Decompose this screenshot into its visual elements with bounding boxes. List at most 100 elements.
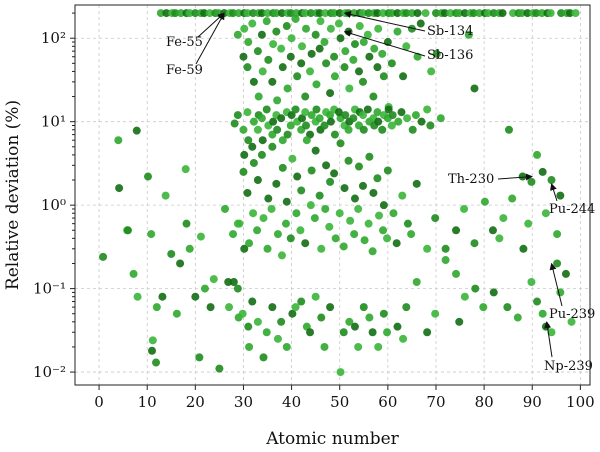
data-point (114, 136, 123, 145)
data-point (147, 230, 156, 239)
data-point (394, 117, 403, 126)
data-point (315, 44, 324, 53)
data-point (408, 125, 417, 134)
data-point (364, 9, 373, 18)
data-point (277, 114, 286, 123)
data-point (240, 24, 249, 33)
data-point (277, 44, 286, 53)
data-point (336, 139, 345, 148)
data-point (258, 136, 267, 145)
data-point (257, 150, 266, 159)
data-point (230, 119, 239, 128)
data-point (489, 288, 498, 297)
data-point (302, 136, 311, 145)
data-point (368, 247, 377, 256)
data-point (388, 111, 397, 120)
data-point (350, 194, 359, 203)
data-point (350, 40, 359, 49)
data-point (504, 125, 513, 134)
data-point (244, 322, 253, 331)
data-point (436, 114, 445, 123)
data-point (264, 194, 273, 203)
data-point (233, 111, 242, 120)
y-tick-label: 10¹ (41, 113, 66, 131)
data-point (423, 328, 432, 337)
data-point (306, 201, 315, 210)
data-point (440, 9, 449, 18)
data-point (257, 114, 266, 123)
data-point (489, 9, 498, 18)
data-point (330, 9, 339, 18)
data-point (326, 177, 335, 186)
data-point (495, 234, 504, 243)
data-point (152, 303, 161, 312)
data-point (133, 292, 142, 301)
data-point (249, 209, 258, 218)
annotation-label: Th-230 (448, 172, 494, 187)
data-point (268, 303, 277, 312)
data-point (365, 52, 374, 61)
data-point (567, 317, 576, 326)
data-point (286, 121, 295, 130)
data-point (310, 214, 319, 223)
data-point (311, 146, 320, 155)
data-point (297, 297, 306, 306)
data-point (541, 209, 550, 218)
data-point (369, 92, 378, 101)
data-point (503, 303, 512, 312)
data-point (298, 114, 307, 123)
data-point (253, 226, 262, 235)
x-tick-label: 70 (426, 393, 445, 411)
data-point (446, 9, 455, 18)
data-point (479, 303, 488, 312)
annotation-arrow (497, 173, 533, 181)
data-point (182, 219, 191, 228)
data-point (296, 226, 305, 235)
data-point (452, 269, 461, 278)
data-point (288, 309, 297, 318)
data-point (359, 125, 368, 134)
data-point (387, 121, 396, 130)
data-point (320, 38, 329, 47)
data-point (312, 105, 321, 114)
x-tick-label: 60 (378, 393, 397, 411)
data-point (306, 9, 315, 18)
data-point (273, 230, 282, 239)
data-point (431, 309, 440, 318)
data-point (402, 303, 411, 312)
data-point (399, 334, 408, 343)
data-point (302, 24, 311, 33)
data-point (326, 89, 335, 98)
data-point (297, 186, 306, 195)
data-point (306, 67, 315, 76)
data-point (384, 105, 393, 114)
data-point (248, 142, 257, 151)
data-point (326, 117, 335, 126)
annotation-arrow (544, 321, 553, 358)
data-point (293, 72, 302, 81)
data-point (365, 313, 374, 322)
data-point (316, 17, 325, 26)
data-point (221, 204, 230, 213)
x-tick-label: 20 (186, 393, 205, 411)
data-point (233, 219, 242, 228)
data-point (156, 9, 165, 18)
data-point (259, 353, 268, 362)
data-point (269, 117, 278, 126)
data-point (403, 114, 412, 123)
data-point (278, 63, 287, 72)
annotation-arrow (343, 30, 426, 57)
data-point (315, 114, 324, 123)
data-point (518, 172, 527, 181)
data-point (301, 108, 310, 117)
data-point (344, 125, 353, 134)
annotations: Fe-55 Fe-59 Sb-134 Sb-136 Th-230 Pu-244 Pu-239… (166, 11, 595, 374)
data-point (375, 211, 384, 220)
data-point (334, 108, 343, 117)
data-point (379, 201, 388, 210)
data-point (291, 303, 300, 312)
data-point (345, 317, 354, 326)
data-point (354, 342, 363, 351)
data-point (311, 30, 320, 39)
data-point (257, 30, 266, 39)
